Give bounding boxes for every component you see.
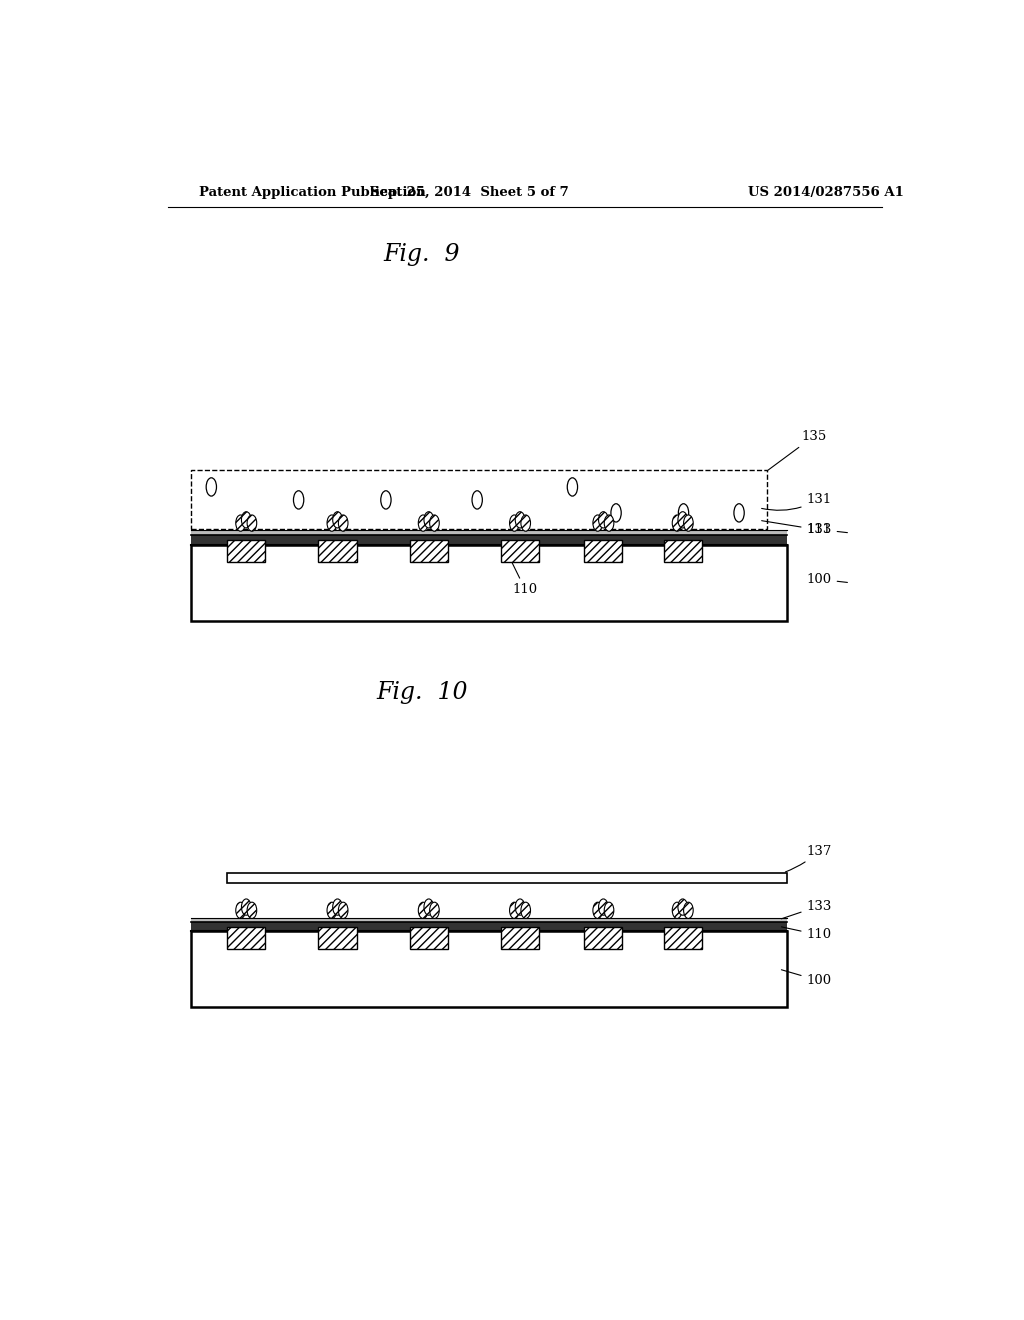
Text: 110: 110 <box>781 927 831 941</box>
Ellipse shape <box>333 899 342 915</box>
Text: 110: 110 <box>502 543 538 597</box>
Bar <box>585 540 623 562</box>
Ellipse shape <box>521 902 530 919</box>
Bar <box>501 927 539 949</box>
Bar <box>501 540 539 562</box>
Bar <box>318 540 356 562</box>
Ellipse shape <box>672 902 682 919</box>
Text: Fig.  10: Fig. 10 <box>376 681 467 704</box>
Text: 133: 133 <box>762 520 831 536</box>
Bar <box>227 540 265 562</box>
Ellipse shape <box>338 902 348 919</box>
Bar <box>410 927 447 949</box>
Ellipse shape <box>294 491 304 510</box>
Ellipse shape <box>734 504 744 521</box>
Ellipse shape <box>510 902 519 919</box>
Bar <box>191 931 786 1007</box>
Bar <box>585 927 623 949</box>
Ellipse shape <box>472 491 482 510</box>
Bar <box>191 917 786 921</box>
Ellipse shape <box>599 899 608 915</box>
Ellipse shape <box>424 512 433 528</box>
Text: US 2014/0287556 A1: US 2014/0287556 A1 <box>749 186 904 199</box>
Ellipse shape <box>678 504 689 521</box>
Text: 111: 111 <box>807 523 848 536</box>
Ellipse shape <box>236 902 246 919</box>
Text: Fig.  9: Fig. 9 <box>383 243 460 267</box>
Ellipse shape <box>236 515 246 531</box>
Text: 137: 137 <box>785 845 831 873</box>
Bar <box>191 470 767 529</box>
Ellipse shape <box>242 512 251 528</box>
Bar <box>191 921 786 931</box>
Ellipse shape <box>247 902 257 919</box>
Text: 135: 135 <box>768 430 826 470</box>
Bar <box>227 927 265 949</box>
Bar <box>318 927 356 949</box>
Ellipse shape <box>418 902 428 919</box>
Ellipse shape <box>515 512 525 528</box>
Bar <box>191 536 786 545</box>
Ellipse shape <box>604 902 613 919</box>
Ellipse shape <box>684 515 693 531</box>
Ellipse shape <box>678 512 687 528</box>
Ellipse shape <box>418 515 428 531</box>
Ellipse shape <box>593 515 602 531</box>
Ellipse shape <box>327 902 337 919</box>
Ellipse shape <box>247 515 257 531</box>
Text: Sep. 25, 2014  Sheet 5 of 7: Sep. 25, 2014 Sheet 5 of 7 <box>370 186 568 199</box>
Ellipse shape <box>672 515 682 531</box>
Text: 100: 100 <box>807 573 848 586</box>
Ellipse shape <box>424 899 433 915</box>
Ellipse shape <box>338 515 348 531</box>
Ellipse shape <box>515 899 525 915</box>
Bar <box>664 927 701 949</box>
Ellipse shape <box>381 491 391 510</box>
Bar <box>664 540 701 562</box>
Bar <box>227 873 786 883</box>
Ellipse shape <box>611 504 622 521</box>
Text: Patent Application Publication: Patent Application Publication <box>200 186 426 199</box>
Ellipse shape <box>510 515 519 531</box>
Text: 131: 131 <box>762 492 831 511</box>
Ellipse shape <box>430 515 439 531</box>
Bar <box>191 545 786 620</box>
Ellipse shape <box>242 899 251 915</box>
Ellipse shape <box>684 902 693 919</box>
Ellipse shape <box>206 478 216 496</box>
Ellipse shape <box>430 902 439 919</box>
Ellipse shape <box>327 515 337 531</box>
Ellipse shape <box>521 515 530 531</box>
Text: 133: 133 <box>781 899 831 919</box>
Bar <box>191 531 786 536</box>
Ellipse shape <box>599 512 608 528</box>
Ellipse shape <box>567 478 578 496</box>
Text: 100: 100 <box>781 970 831 987</box>
Ellipse shape <box>593 902 602 919</box>
Ellipse shape <box>678 899 687 915</box>
Bar <box>410 540 447 562</box>
Ellipse shape <box>333 512 342 528</box>
Ellipse shape <box>604 515 613 531</box>
